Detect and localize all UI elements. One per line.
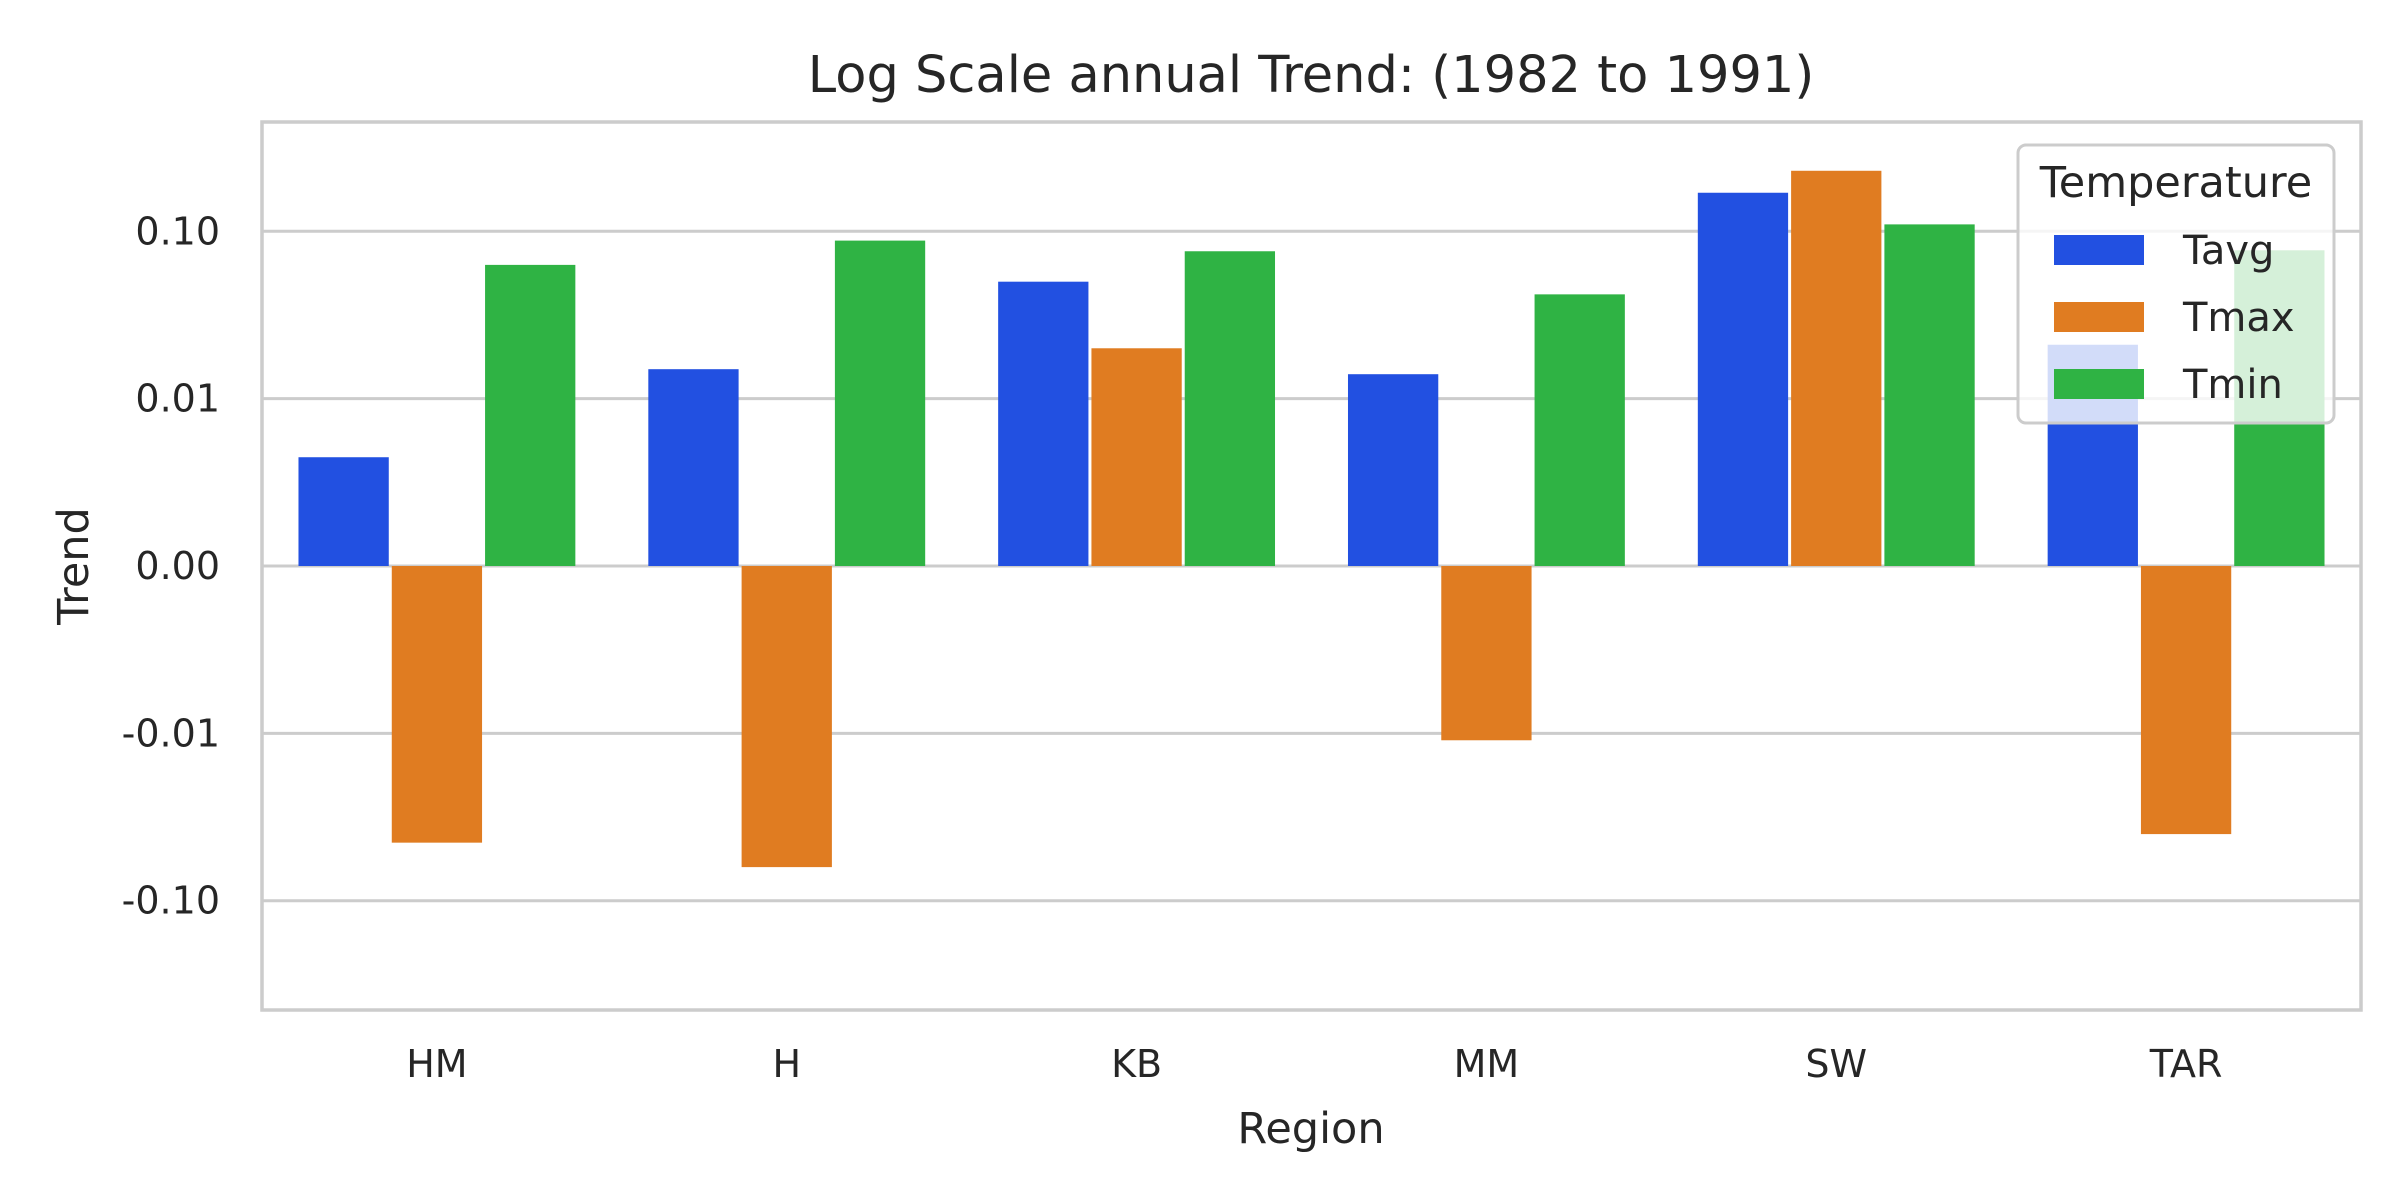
bar-tavg-mm — [1347, 374, 1439, 566]
bar-tmax-sw — [1791, 170, 1882, 566]
x-tick-label: H — [772, 1042, 801, 1086]
bar-tavg-kb — [998, 281, 1089, 566]
x-tick-label: HM — [406, 1042, 467, 1086]
x-tick-label: KB — [1111, 1042, 1162, 1086]
bar-tavg-h — [648, 369, 739, 566]
legend-swatch-tmax — [2054, 302, 2144, 332]
bar-tmax-kb — [1091, 348, 1182, 566]
bar-tavg-sw — [1697, 192, 1789, 567]
bar-tmin-kb — [1184, 251, 1276, 566]
legend-label-tavg: Tavg — [2182, 228, 2274, 274]
x-tick-label: SW — [1805, 1042, 1867, 1086]
y-tick-label: 0.00 — [135, 544, 220, 588]
bar-tmax-hm — [391, 566, 483, 843]
y-tick-labels: -0.10 -0.01 0.00 0.01 0.10 — [122, 209, 220, 922]
bar-tmin-sw — [1884, 224, 1975, 566]
plot-frame — [260, 120, 2363, 1012]
legend: Temperature Tavg Tmax Tmin — [2016, 143, 2336, 425]
y-axis-label: Trend — [49, 507, 99, 626]
x-axis-label: Region — [1237, 1104, 1384, 1154]
legend-swatch-tmin — [2054, 369, 2144, 399]
bar-tmin-mm — [1534, 294, 1625, 566]
legend-label-tmax: Tmax — [2182, 295, 2295, 341]
y-tick-label: -0.10 — [122, 879, 220, 923]
legend-box — [2016, 143, 2336, 425]
y-tick-label: 0.10 — [135, 209, 220, 253]
x-tick-label: TAR — [2149, 1042, 2223, 1086]
x-tick-label: MM — [1454, 1042, 1520, 1086]
bar-tmax-tar — [2140, 566, 2232, 835]
y-tick-label: -0.01 — [122, 711, 220, 755]
bar-tmin-hm — [485, 264, 576, 566]
bar-tmax-mm — [1441, 566, 1532, 741]
bar-tavg-hm — [298, 457, 389, 566]
bars — [298, 170, 2325, 868]
legend-entries: Tavg Tmax Tmin — [2054, 228, 2295, 408]
x-tick-labels: HM H KB MM SW TAR — [406, 1042, 2222, 1086]
legend-title: Temperature — [2039, 158, 2312, 208]
grid-lines — [262, 229, 2361, 903]
bar-tmax-h — [741, 566, 832, 868]
bar-tmin-h — [834, 240, 926, 566]
chart-title: Log Scale annual Trend: (1982 to 1991) — [808, 46, 1815, 105]
legend-label-tmin: Tmin — [2182, 362, 2283, 408]
legend-swatch-tavg — [2054, 235, 2144, 265]
y-tick-label: 0.01 — [135, 377, 220, 421]
